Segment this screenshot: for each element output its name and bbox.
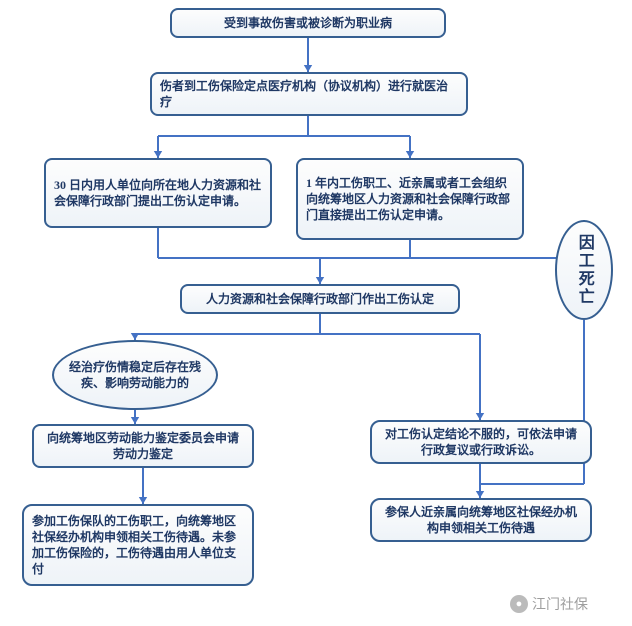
node-n7: 经治疗伤情稳定后存在残疾、影响劳动能力的 — [52, 340, 218, 410]
watermark-text: 江门社保 — [532, 594, 588, 614]
flowchart-canvas: ● 江门社保 受到事故伤害或被诊断为职业病伤者到工伤保险定点医疗机构（协议机构）… — [0, 0, 632, 626]
wechat-icon: ● — [510, 595, 528, 613]
node-n4: 1 年内工伤职工、近亲属或者工会组织向统筹地区人力资源和社会保障行政部门直接提出… — [296, 158, 524, 240]
node-n9: 对工伤认定结论不服的，可依法申请行政复议或行政诉讼。 — [370, 420, 592, 464]
node-n6: 人力资源和社会保障行政部门作出工伤认定 — [180, 284, 460, 314]
node-n11: 参保人近亲属向统筹地区社保经办机构申领相关工伤待遇 — [370, 498, 592, 542]
watermark: ● 江门社保 — [510, 594, 588, 614]
node-n5: 因工死亡 — [555, 220, 613, 320]
node-n2: 伤者到工伤保险定点医疗机构（协议机构）进行就医治疗 — [150, 72, 468, 116]
node-n10: 参加工伤保队的工伤职工，向统筹地区社保经办机构申领相关工伤待遇。未参加工伤保险的… — [22, 504, 254, 586]
node-n3: 30 日内用人单位向所在地人力资源和社会保障行政部门提出工伤认定申请。 — [44, 158, 272, 228]
node-n1: 受到事故伤害或被诊断为职业病 — [170, 8, 446, 38]
node-n8: 向统筹地区劳动能力鉴定委员会申请劳动力鉴定 — [32, 424, 254, 468]
